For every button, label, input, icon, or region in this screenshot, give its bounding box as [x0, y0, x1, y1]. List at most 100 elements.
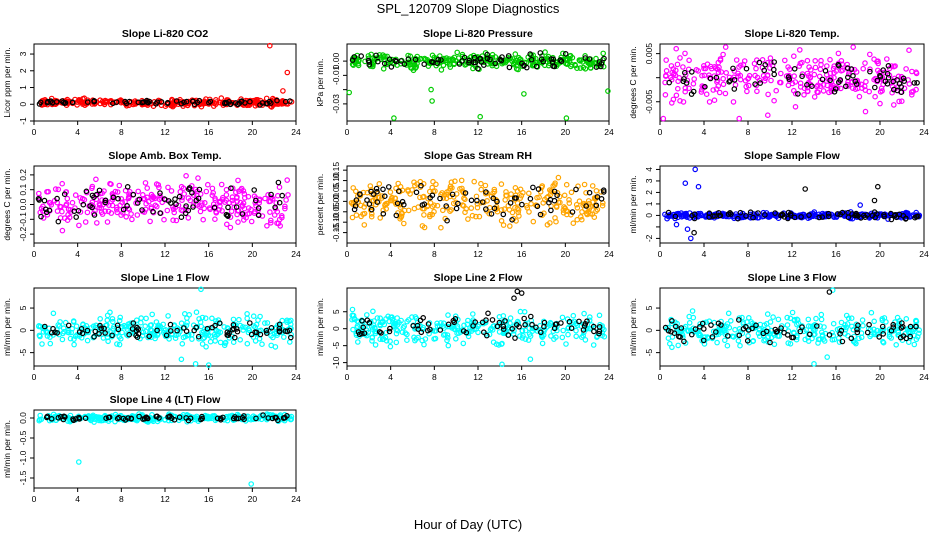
data-point	[502, 197, 509, 203]
data-point	[448, 207, 455, 213]
data-point	[55, 186, 62, 193]
data-point	[790, 334, 797, 341]
data-point	[204, 325, 211, 332]
x-tick-label: 16	[517, 372, 527, 382]
data-point	[743, 83, 750, 90]
data-point	[666, 212, 673, 218]
data-point	[165, 198, 172, 204]
data-point	[815, 340, 821, 346]
data-point	[375, 58, 381, 65]
data-point	[125, 195, 132, 202]
x-tick-label: 12	[160, 494, 170, 504]
data-point	[198, 202, 205, 209]
data-point	[745, 75, 752, 82]
data-point	[226, 330, 232, 337]
data-point	[589, 211, 596, 218]
data-point	[114, 341, 120, 347]
data-point	[691, 215, 698, 222]
data-point	[203, 188, 210, 195]
data-point	[361, 222, 368, 228]
data-point	[721, 337, 728, 344]
outlier-point	[518, 290, 525, 296]
data-point	[682, 85, 689, 91]
data-point	[806, 331, 813, 338]
data-point	[262, 195, 268, 202]
data-point	[374, 199, 381, 205]
data-point	[349, 214, 356, 221]
data-point	[102, 197, 109, 204]
data-point	[688, 69, 695, 75]
data-point	[906, 81, 913, 87]
data-point	[698, 89, 705, 95]
data-point	[903, 315, 910, 322]
y-tick-label: 0.00	[331, 193, 341, 210]
data-point	[420, 314, 427, 321]
data-point	[173, 217, 180, 224]
data-point	[173, 98, 180, 104]
data-point	[714, 339, 720, 346]
data-point	[97, 202, 103, 209]
data-point	[806, 64, 812, 70]
data-point	[264, 320, 271, 326]
data-point	[282, 98, 289, 105]
data-point	[83, 188, 90, 195]
data-point	[381, 193, 388, 200]
data-point	[369, 338, 375, 344]
data-point	[264, 223, 270, 229]
series-2	[666, 59, 920, 97]
data-point	[474, 197, 480, 204]
data-point	[41, 323, 48, 330]
data-point	[909, 328, 916, 335]
data-point	[744, 337, 751, 344]
data-point	[79, 330, 86, 337]
data-point	[141, 99, 147, 105]
data-point	[761, 67, 768, 74]
data-point	[745, 332, 751, 339]
data-point	[284, 177, 291, 183]
data-point	[182, 210, 189, 217]
data-point	[790, 53, 797, 60]
data-point	[351, 206, 358, 213]
data-point	[770, 314, 776, 320]
data-point	[440, 320, 447, 327]
data-point	[744, 319, 750, 325]
data-point	[812, 64, 819, 71]
data-point	[393, 212, 400, 219]
y-tick-label: 5	[644, 305, 654, 310]
data-point	[515, 209, 522, 216]
y-tick-label: 0.1	[18, 184, 28, 196]
data-point	[820, 82, 827, 88]
data-point	[799, 59, 805, 66]
data-point	[172, 196, 178, 202]
data-point	[63, 201, 70, 207]
data-point	[576, 57, 583, 63]
data-point	[477, 55, 484, 62]
data-point	[854, 213, 861, 219]
outlier-point	[284, 69, 291, 76]
data-point	[386, 56, 393, 63]
data-point	[539, 340, 546, 347]
data-point	[668, 63, 675, 69]
x-tick-label: 8	[746, 372, 751, 382]
data-point	[101, 325, 107, 332]
data-point	[450, 317, 457, 324]
data-point	[875, 58, 881, 65]
data-point	[890, 327, 897, 334]
data-point	[274, 220, 280, 227]
data-point	[665, 324, 671, 331]
data-point	[478, 186, 485, 193]
data-point	[598, 196, 605, 202]
data-point	[525, 190, 532, 197]
data-point	[779, 212, 786, 219]
data-point	[816, 73, 823, 80]
data-point	[597, 63, 604, 70]
x-tick-label: 4	[75, 127, 80, 137]
data-point	[163, 332, 170, 339]
data-point	[64, 195, 71, 202]
data-point	[781, 329, 787, 336]
data-point	[900, 75, 907, 82]
data-point	[94, 191, 100, 198]
data-point	[539, 183, 546, 189]
data-point	[89, 185, 95, 192]
data-point	[577, 214, 584, 220]
